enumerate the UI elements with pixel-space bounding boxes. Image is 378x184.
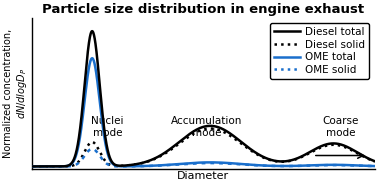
Legend: Diesel total, Diesel solid, OME total, OME solid: Diesel total, Diesel solid, OME total, O…: [270, 23, 369, 79]
X-axis label: Diameter: Diameter: [177, 171, 229, 181]
Text: Accumulation
mode: Accumulation mode: [171, 116, 243, 138]
Y-axis label: Normalized concentration,
$dN/dlogD_P$: Normalized concentration, $dN/dlogD_P$: [3, 29, 29, 158]
Title: Particle size distribution in engine exhaust: Particle size distribution in engine exh…: [42, 3, 364, 17]
Text: Nuclei
mode: Nuclei mode: [91, 116, 124, 138]
Text: Coarse
mode: Coarse mode: [322, 116, 358, 138]
